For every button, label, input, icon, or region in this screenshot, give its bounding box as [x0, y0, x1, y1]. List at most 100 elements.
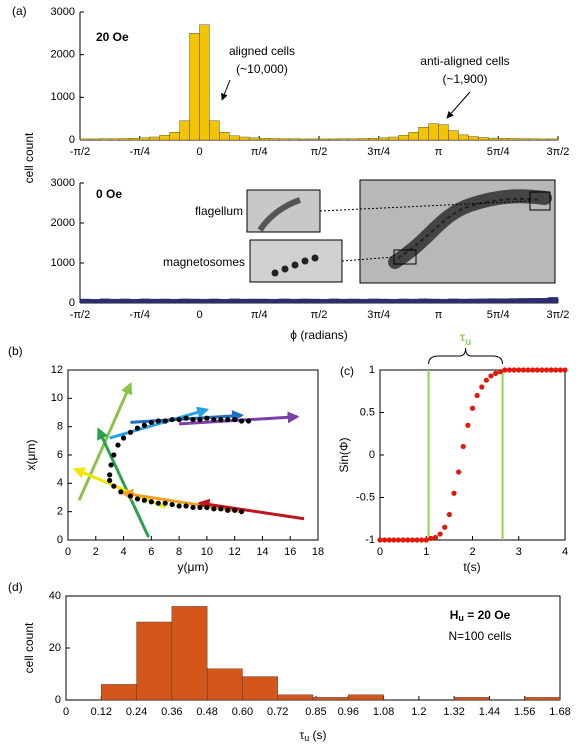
bar [338, 298, 350, 304]
x-tick-label: 0.85 [305, 706, 326, 718]
direction-arrow [197, 498, 305, 521]
y-tick-label: 1 [369, 364, 375, 376]
data-point [377, 537, 383, 543]
bar [139, 298, 150, 304]
direction-arrow [97, 427, 150, 538]
data-point [204, 504, 210, 511]
data-point [118, 489, 124, 495]
bar [537, 138, 549, 141]
bar [149, 298, 160, 304]
data-point [239, 509, 245, 515]
bar [129, 298, 140, 304]
y-tick-label: 1000 [51, 257, 75, 269]
x-tick-label: -π/4 [130, 309, 150, 321]
bar [388, 298, 399, 304]
data-point [232, 416, 238, 423]
data-point [483, 377, 489, 383]
data-point [108, 462, 114, 468]
x-tick-label: 1.2 [411, 706, 426, 718]
data-point [395, 537, 402, 543]
bar [488, 298, 499, 304]
bar [308, 298, 320, 304]
data-point [534, 367, 540, 373]
bar [517, 298, 529, 304]
x-tick-label: 6 [148, 546, 154, 558]
bar [498, 298, 509, 304]
x-tick-label: π [435, 309, 443, 321]
data-point [516, 367, 522, 373]
direction-arrow [179, 411, 300, 426]
y-tick-label: 3000 [51, 177, 75, 189]
x-tick-label: 0 [196, 309, 202, 321]
bar [348, 138, 360, 141]
bar [136, 621, 173, 701]
micrograph [246, 179, 556, 284]
x-tick-label: 5π/4 [487, 309, 510, 321]
y-tick-label: 1000 [51, 91, 75, 103]
bar [517, 138, 529, 141]
data-point [176, 503, 182, 509]
annotation: (~1,900) [442, 72, 487, 86]
panel-label: (a) [12, 4, 27, 18]
annotation: anti-aligned cells [420, 54, 509, 68]
bar [89, 299, 101, 304]
x-tick-label: 0.96 [338, 706, 359, 718]
data-point [134, 425, 141, 431]
bar [288, 298, 300, 304]
axis-title: ϕ (radians) [290, 328, 347, 342]
bar [468, 136, 479, 141]
x-tick-label: 2 [469, 546, 475, 558]
y-tick-label: 20 [49, 642, 61, 654]
annotation: flagellum [195, 204, 243, 218]
x-tick-label: 4 [562, 546, 568, 558]
bar [109, 298, 121, 304]
panel-label: (d) [8, 580, 23, 594]
annotation: magnetosomes [163, 255, 245, 269]
bar [388, 136, 399, 141]
panel-label: (c) [340, 364, 354, 378]
y-tick-label: 40 [49, 590, 61, 602]
bar [288, 138, 300, 141]
data-point [469, 405, 476, 411]
data-point [391, 537, 397, 543]
bar [358, 138, 369, 141]
x-tick-label: 16 [284, 546, 296, 558]
data-point [204, 415, 210, 421]
x-tick-label: π/2 [311, 309, 328, 321]
annotation: (~10,000) [236, 62, 288, 76]
y-tick-label: 0 [57, 534, 63, 546]
data-point [386, 537, 392, 543]
data-point [218, 416, 224, 423]
data-point [190, 504, 196, 511]
x-tick-label: 1.44 [479, 706, 500, 718]
axis-title: y(μm) [178, 560, 209, 574]
bar [109, 138, 121, 141]
bar [438, 298, 449, 304]
bar [171, 606, 208, 701]
data-point [169, 416, 175, 423]
bar [199, 24, 210, 141]
x-tick-label: 5π/4 [487, 146, 510, 158]
bar [398, 298, 409, 304]
data-point [190, 416, 196, 423]
axis-title-sub: u [304, 733, 309, 743]
bar [428, 298, 439, 304]
x-tick-label: 1 [423, 546, 429, 558]
annotation: 20 Oe [96, 30, 129, 44]
data-point [218, 506, 224, 512]
y-tick-label: 0 [69, 297, 75, 309]
x-tick-label: 0 [196, 146, 202, 158]
data-point [460, 443, 466, 450]
bar [79, 298, 91, 304]
x-tick-label: 8 [176, 546, 182, 558]
axis-title: Sin(Φ) [337, 438, 351, 473]
data-point [409, 537, 415, 543]
y-tick-label: 10 [51, 392, 63, 404]
bar [149, 136, 160, 141]
bar [438, 124, 449, 141]
data-point [211, 506, 217, 512]
bar [101, 684, 137, 701]
bar [498, 138, 509, 141]
x-tick-label: 18 [312, 546, 324, 558]
bar [368, 298, 379, 304]
